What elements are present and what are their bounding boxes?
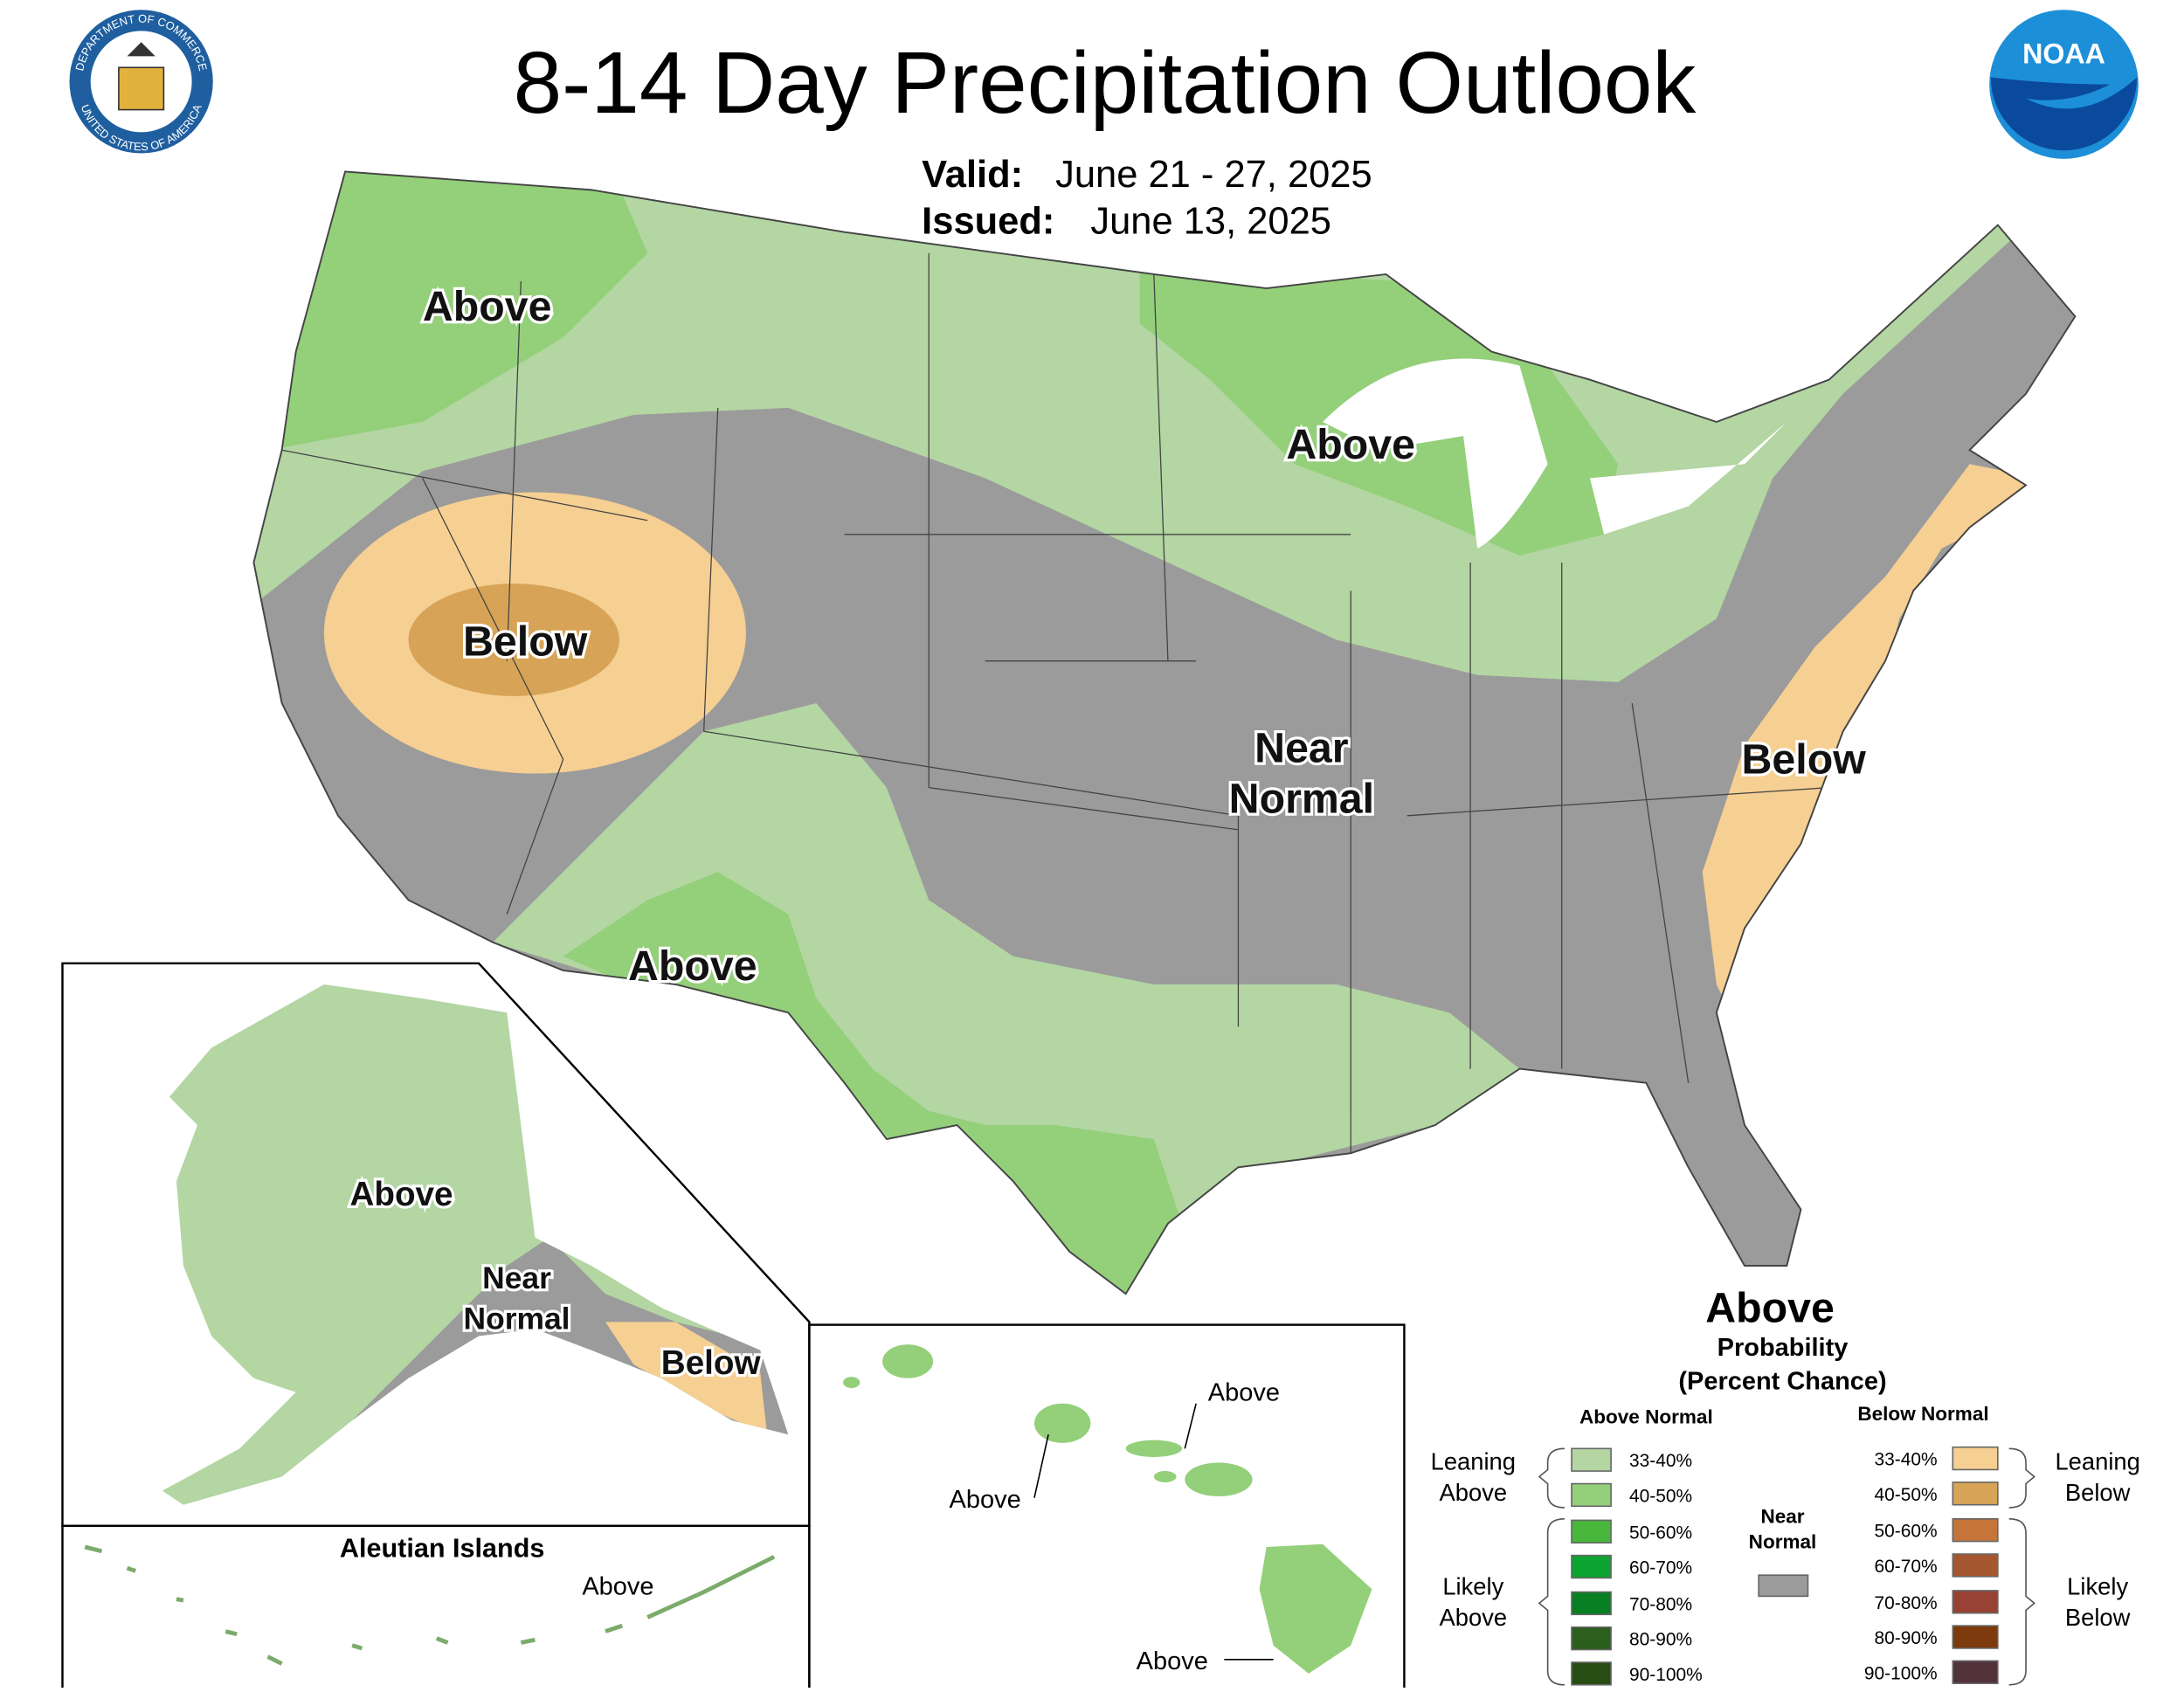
noaa-text: NOAA <box>2022 38 2105 69</box>
region-label: Above <box>1137 1647 1208 1675</box>
legend-subtitle: (Percent Chance) <box>1678 1368 1886 1396</box>
legend-swatch <box>1571 1554 1612 1579</box>
island <box>1033 1403 1091 1443</box>
map-title: 8-14 Day Precipitation Outlook <box>514 35 1697 132</box>
leaning-above-region <box>162 984 789 1505</box>
legend-near-normal: Normal <box>1749 1531 1817 1553</box>
legend-header: Below Normal <box>1857 1403 1988 1425</box>
legend-range: 33-40% <box>1874 1450 1937 1470</box>
aleutian-title: Aleutian Islands <box>340 1533 545 1563</box>
legend-swatch <box>1952 1553 1999 1578</box>
legend-swatch <box>1571 1591 1612 1616</box>
legend-group: Above <box>1440 1479 1508 1506</box>
legend-group: Below <box>2065 1604 2131 1631</box>
legend-range: 60-70% <box>1874 1557 1937 1577</box>
region-label: Normal <box>1229 776 1374 823</box>
legend-near-normal: Near <box>1760 1506 1804 1528</box>
region-label: Above <box>1286 421 1415 468</box>
legend-range: 70-80% <box>1629 1594 1692 1614</box>
brace <box>2008 1517 2035 1686</box>
great-lakes <box>1323 358 1548 549</box>
island <box>1185 1462 1253 1497</box>
legend-group: Likely <box>1442 1573 1503 1600</box>
island <box>1125 1440 1183 1457</box>
legend-swatch <box>1952 1660 1999 1684</box>
noaa-logo: NOAA <box>1989 10 2139 159</box>
legend-subtitle: Probability <box>1717 1334 1849 1362</box>
region-label: Below <box>661 1344 762 1382</box>
region-label: Above <box>1208 1379 1280 1407</box>
issued-date: June 13, 2025 <box>1090 200 1331 242</box>
legend-range: 50-60% <box>1629 1523 1692 1543</box>
hawaii <box>843 1344 1372 1674</box>
region-label: Below <box>463 618 588 665</box>
legend-range: 80-90% <box>1629 1630 1692 1650</box>
legend-swatch <box>1571 1626 1612 1651</box>
region-label: Above <box>582 1573 653 1601</box>
leaning-below-region <box>605 1322 768 1435</box>
island <box>843 1377 860 1389</box>
legend-swatch <box>1571 1519 1612 1544</box>
legend-swatch <box>1758 1574 1809 1598</box>
above-40-region <box>563 872 1183 1295</box>
region-label: Above <box>349 1176 453 1213</box>
legend-swatch <box>1952 1481 1999 1506</box>
legend-group: Leaning <box>2055 1447 2139 1474</box>
legend-group: Below <box>2065 1479 2131 1506</box>
pointer <box>1033 1403 1274 1661</box>
issued-label: Issued: <box>922 200 1054 242</box>
legend-swatch <box>1952 1625 1999 1649</box>
legend-group: Above <box>1440 1604 1508 1631</box>
brace <box>2008 1447 2035 1509</box>
legend-swatch <box>1571 1447 1612 1472</box>
legend-group: Likely <box>2067 1573 2128 1600</box>
region-label: Above <box>628 943 757 990</box>
brace <box>1538 1517 1565 1686</box>
legend-group: Leaning <box>1431 1447 1516 1474</box>
below-40-region <box>408 584 620 696</box>
great-lakes <box>1589 422 1787 535</box>
legend-swatch <box>1952 1446 1999 1471</box>
hawaii-inset <box>808 1323 1406 1692</box>
region-label: Near <box>1254 725 1349 772</box>
legend-swatch <box>1571 1661 1612 1686</box>
legend-range: 90-100% <box>1864 1663 1938 1683</box>
legend-swatch <box>1952 1590 1999 1614</box>
islands <box>84 1544 776 1666</box>
region-label: Near <box>482 1260 551 1295</box>
legend: Above Probability (Percent Chance) Above… <box>1431 1284 2140 1686</box>
legend-swatch <box>1571 1482 1612 1508</box>
commerce-logo: DEPARTMENT OF COMMERCE UNITED STATES OF … <box>66 7 216 156</box>
legend-range: 40-50% <box>1874 1485 1937 1505</box>
legend-title: Above <box>1705 1284 1835 1331</box>
legend-header: Above Normal <box>1579 1405 1713 1427</box>
legend-range: 50-60% <box>1874 1522 1937 1542</box>
region-label: Above <box>950 1486 1021 1514</box>
legend-range: 33-40% <box>1629 1451 1692 1471</box>
island <box>882 1344 934 1378</box>
legend-range: 80-90% <box>1874 1628 1937 1648</box>
alaska <box>162 984 789 1505</box>
leaning-above-region <box>493 703 1520 1295</box>
legend-range: 90-100% <box>1629 1665 1703 1685</box>
legend-range: 70-80% <box>1874 1593 1937 1613</box>
above-40-region <box>267 171 648 451</box>
region-label: Normal <box>464 1301 570 1336</box>
legend-range: 60-70% <box>1629 1558 1692 1578</box>
legend-range: 40-50% <box>1629 1486 1692 1506</box>
legend-swatch <box>1952 1517 1999 1543</box>
island <box>1153 1471 1177 1482</box>
valid-label: Valid: <box>922 154 1023 196</box>
brace <box>1538 1447 1565 1509</box>
conus-outline <box>252 170 2077 1295</box>
region-label: Below <box>1742 736 1867 784</box>
valid-dates: June 21 - 27, 2025 <box>1055 154 1372 196</box>
region-label: Above <box>423 283 552 330</box>
island <box>1259 1544 1372 1674</box>
